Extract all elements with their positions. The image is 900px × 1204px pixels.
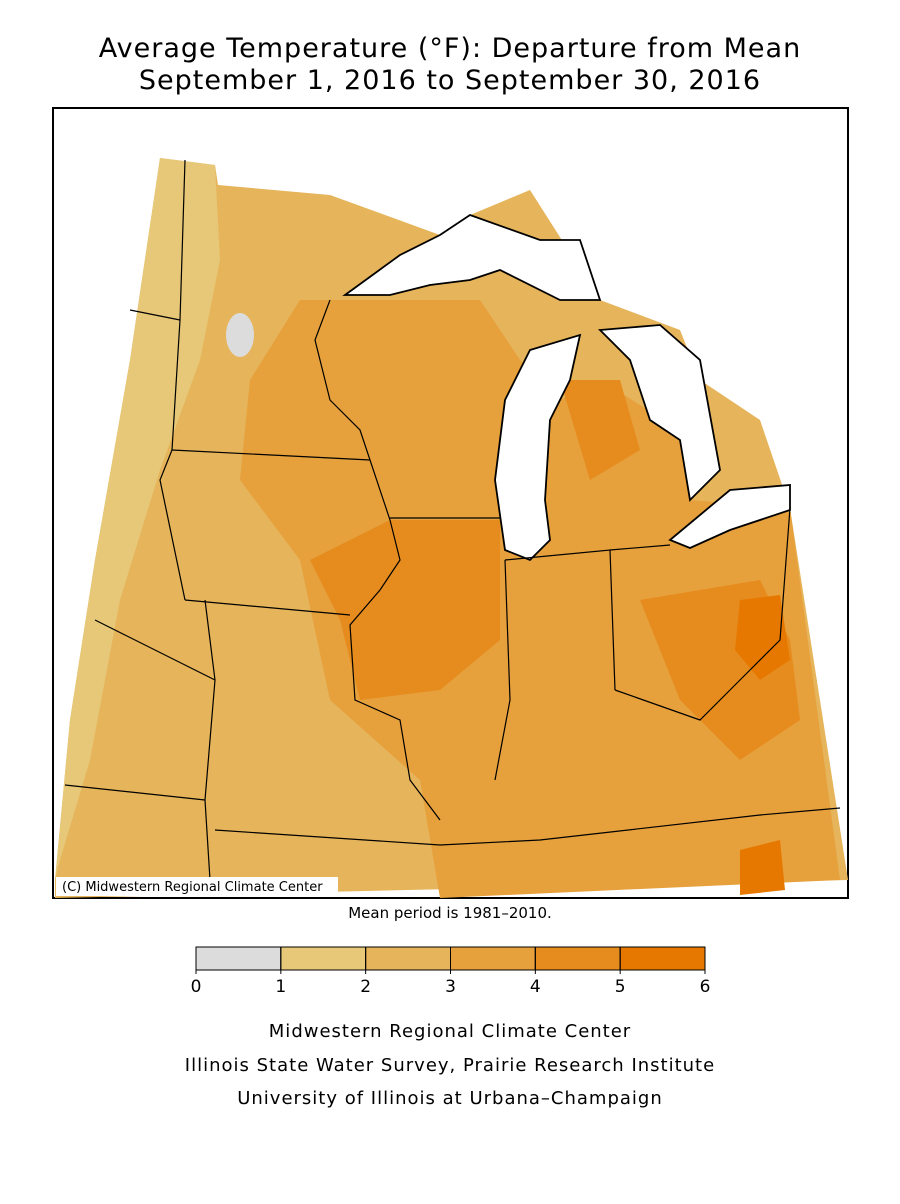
- legend-tick-label: 1: [275, 977, 286, 997]
- legend-tick-label: 6: [700, 977, 711, 997]
- mean-period-note: Mean period is 1981–2010.: [348, 904, 552, 922]
- legend-tick-label: 2: [360, 977, 371, 997]
- credit-box: [56, 877, 338, 896]
- state-borders: [64, 159, 841, 881]
- legend-bin: [450, 946, 536, 971]
- legend: 0 1 2 3 4 5 6: [191, 946, 711, 997]
- title: Average Temperature (°F): Departure from…: [99, 33, 801, 64]
- legend-bin: [534, 946, 621, 971]
- footer-line: Illinois State Water Survey, Prairie Res…: [185, 1055, 715, 1076]
- lake-huron: [597, 324, 721, 502]
- legend-bin: [280, 946, 367, 971]
- region-warmer: [310, 380, 800, 760]
- legend-bin: [365, 946, 451, 971]
- legend-bin: [195, 946, 282, 971]
- legend-bin: [619, 946, 706, 971]
- legend-tick-label: 4: [530, 977, 541, 997]
- region-warm: [240, 300, 840, 898]
- region-coolest: [226, 313, 254, 357]
- legend-tick-label: 5: [615, 977, 626, 997]
- lake-michigan: [494, 333, 582, 562]
- map: (C) Midwestern Regional Climate Center: [52, 107, 849, 899]
- region-warmest: [735, 595, 790, 895]
- footer-line: Midwestern Regional Climate Center: [269, 1021, 631, 1042]
- legend-tick-label: 0: [191, 977, 202, 997]
- footer-line: University of Illinois at Urbana–Champai…: [237, 1088, 663, 1109]
- map-credit: (C) Midwestern Regional Climate Center: [62, 880, 323, 895]
- subtitle: September 1, 2016 to September 30, 2016: [139, 65, 761, 96]
- legend-tick-label: 3: [445, 977, 456, 997]
- lake-superior: [342, 214, 602, 301]
